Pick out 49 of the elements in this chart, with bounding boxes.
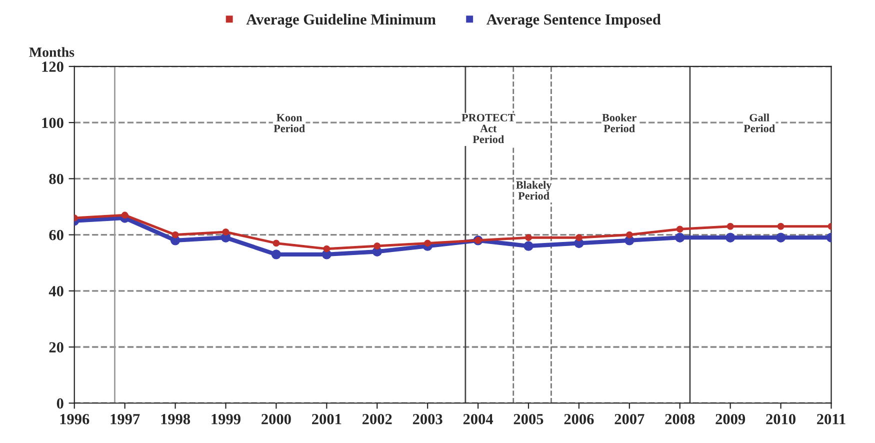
annotation: Booker Period (602, 114, 636, 132)
x-tick-label: 2007 (614, 414, 644, 424)
x-tick-label: 2005 (514, 414, 544, 424)
y-tick-label: 0 (56, 398, 64, 409)
x-tick-label: 2006 (564, 414, 594, 424)
point (525, 234, 532, 242)
annotation: Blakely Period (516, 180, 552, 200)
point (726, 222, 734, 230)
x-tick-label: 2000 (262, 414, 291, 424)
annotation: Gall Period (744, 114, 775, 132)
x-tick-label: 1998 (161, 414, 190, 424)
x-tick-label: 2008 (665, 414, 695, 424)
legend-label: Average Guideline Minimum (246, 14, 436, 28)
y-tick-label: 80 (49, 174, 64, 184)
x-tick-label: 1997 (110, 414, 140, 424)
y-tick-label: 60 (49, 230, 64, 240)
point (626, 231, 633, 238)
x-tick-label: 2003 (412, 414, 442, 424)
y-tick-label: 100 (42, 118, 64, 128)
y-tick-label: 20 (49, 342, 64, 352)
point (575, 234, 582, 242)
point (725, 232, 736, 242)
point (675, 232, 685, 242)
point (424, 240, 432, 247)
y-axis-title: Months (29, 47, 74, 57)
point (272, 240, 280, 247)
x-tick-label: 2011 (817, 414, 846, 424)
point (323, 245, 330, 252)
point (676, 226, 684, 233)
point (222, 228, 230, 236)
x-tick-label: 2002 (362, 414, 392, 424)
point (374, 242, 381, 250)
point (776, 232, 786, 242)
point (121, 212, 128, 219)
annotation: Koon Period (274, 114, 305, 132)
point (271, 250, 282, 260)
y-tick-label: 40 (48, 286, 64, 296)
point (524, 241, 534, 251)
annotation: PROTECT Act Period (462, 114, 516, 144)
x-tick-label: 2009 (716, 414, 746, 424)
point (777, 222, 784, 230)
x-tick-label: 2010 (766, 414, 796, 424)
x-tick-label: 1999 (212, 414, 240, 424)
y-tick-label: 120 (42, 62, 64, 72)
x-tick-label: 1996 (60, 414, 90, 424)
point (172, 231, 179, 238)
x-tick-label: 2001 (312, 414, 342, 424)
legend-label: Average Sentence Imposed (486, 14, 661, 28)
x-tick-label: 2004 (463, 414, 494, 424)
